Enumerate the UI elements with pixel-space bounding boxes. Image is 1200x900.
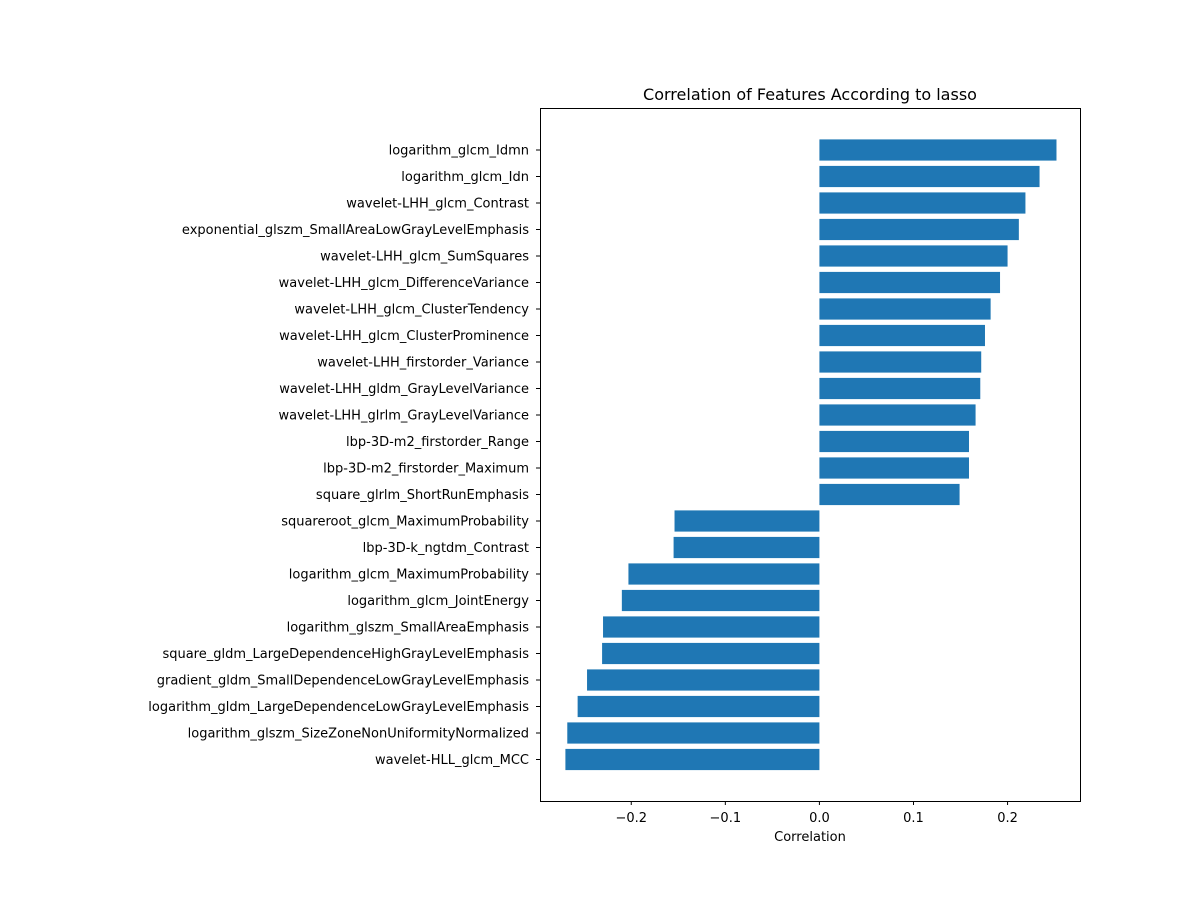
bar [567, 722, 820, 744]
category-label: wavelet-HLL_glcm_MCC [375, 753, 529, 768]
bar [587, 669, 820, 691]
category-label: wavelet-LHH_glrlm_GrayLevelVariance [278, 409, 529, 424]
x-tick-label: 0.2 [997, 811, 1018, 826]
bar [819, 139, 1057, 161]
bar [819, 430, 969, 453]
bars-layer [565, 139, 1057, 771]
bar [819, 192, 1026, 214]
category-label: wavelet-LHH_glcm_SumSquares [320, 250, 529, 265]
category-label: square_gldm_LargeDependenceHighGrayLevel… [162, 647, 529, 662]
category-label: lbp-3D-m2_firstorder_Maximum [323, 462, 529, 477]
category-label: wavelet-LHH_gldm_GrayLevelVariance [279, 382, 529, 397]
category-label: wavelet-LHH_glcm_ClusterProminence [279, 329, 529, 344]
bar [673, 536, 820, 559]
category-label: gradient_gldm_SmallDependenceLowGrayLeve… [157, 674, 529, 689]
category-label: wavelet-LHH_glcm_DifferenceVariance [279, 276, 529, 291]
bar [819, 298, 991, 320]
category-labels: logarithm_glcm_Idmn logarithm_glcm_Idnwav… [148, 144, 540, 768]
bar [603, 616, 820, 638]
bar [819, 271, 1001, 294]
bar [819, 483, 960, 506]
bar [628, 563, 820, 585]
bar [819, 377, 981, 400]
category-label: logarithm_glszm_SmallAreaEmphasis [287, 621, 530, 636]
bar [819, 245, 1008, 267]
x-tick-label: 0.1 [903, 811, 924, 826]
bar [621, 589, 820, 612]
bar [565, 748, 820, 771]
category-label: logarithm_glcm_Idn [401, 170, 529, 185]
category-label: wavelet-LHH_firstorder_Variance [317, 356, 529, 371]
x-tick-label: 0.0 [809, 811, 830, 826]
category-label: logarithm_glcm_JointEnergy [347, 594, 529, 609]
x-tick-label: −0.2 [615, 811, 647, 826]
bar [819, 218, 1019, 241]
chart-title: Correlation of Features According to las… [643, 85, 977, 104]
bar [819, 457, 969, 479]
category-label: logarithm_glcm_MaximumProbability [289, 568, 529, 583]
category-label: logarithm_glcm_Idmn [389, 144, 529, 159]
category-label: wavelet-LHH_glcm_ClusterTendency [294, 303, 529, 318]
bar [819, 324, 985, 347]
category-label: lbp-3D-m2_firstorder_Range [346, 435, 529, 450]
x-axis-ticks: −0.2 −0.1 0.0 0.1 0.2 [615, 801, 1018, 826]
plot-frame [540, 108, 1081, 802]
category-label: logarithm_glszm_SizeZoneNonUniformityNor… [188, 727, 529, 742]
x-tick-label: −0.1 [710, 811, 742, 826]
bar [577, 695, 820, 718]
category-label: lbp-3D-k_ngtdm_Contrast [363, 541, 529, 556]
category-label: square_glrlm_ShortRunEmphasis [316, 488, 529, 503]
bar [819, 404, 976, 426]
category-label: logarithm_gldm_LargeDependenceLowGrayLev… [148, 700, 529, 715]
x-axis-label: Correlation [774, 830, 846, 845]
category-label: squareroot_glcm_MaximumProbability [281, 515, 529, 530]
category-label: wavelet-LHH_glcm_Contrast [346, 197, 529, 212]
bar [819, 351, 982, 373]
category-label: exponential_glszm_SmallAreaLowGrayLevelE… [182, 223, 529, 238]
bar [674, 510, 820, 532]
bar [602, 642, 820, 665]
bar [819, 165, 1040, 188]
